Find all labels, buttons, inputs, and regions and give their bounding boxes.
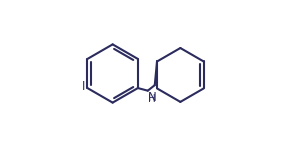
Text: I: I [82, 80, 85, 93]
Text: N: N [148, 91, 157, 104]
Text: H: H [148, 94, 156, 104]
